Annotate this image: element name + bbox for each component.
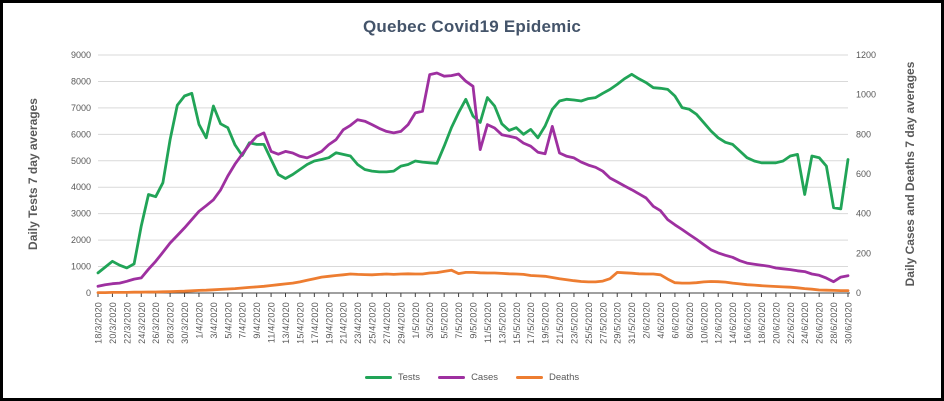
x-axis-label: 15/5/2020 <box>512 302 522 344</box>
x-axis-label: 8/6/2020 <box>685 302 695 339</box>
x-axis-label: 3/4/2020 <box>209 302 219 339</box>
y-axis-label-right: 600 <box>856 169 871 179</box>
y-axis-label-left: 9000 <box>71 50 91 60</box>
tests-line <box>96 72 850 275</box>
x-axis-label: 21/4/2020 <box>339 302 349 344</box>
y-axis-label-right: 800 <box>856 129 871 139</box>
legend-line-swatch <box>364 376 392 379</box>
x-axis-label: 14/6/2020 <box>728 302 738 344</box>
x-axis-label: 5/5/2020 <box>440 302 450 339</box>
x-axis-label: 30/3/2020 <box>180 302 190 344</box>
x-axis-label: 19/4/2020 <box>324 302 334 344</box>
x-axis-label: 5/4/2020 <box>223 302 233 339</box>
x-axis-label: 2/6/2020 <box>642 302 652 339</box>
x-axis-label: 30/6/2020 <box>844 302 854 344</box>
legend-line-swatch <box>516 376 543 379</box>
x-axis-label: 11/4/2020 <box>267 302 277 343</box>
x-axis-label: 23/4/2020 <box>353 302 363 344</box>
x-axis-label: 19/5/2020 <box>541 302 551 344</box>
x-axis-label: 17/5/2020 <box>526 302 536 344</box>
x-axis-label: 24/3/2020 <box>137 302 147 344</box>
y-axis-label-left: 6000 <box>71 129 91 139</box>
x-axis-label: 13/4/2020 <box>281 302 291 344</box>
x-axis-label: 20/3/2020 <box>108 302 118 344</box>
y-axis-label-left: 2000 <box>71 235 91 245</box>
legend-line-swatch <box>438 376 466 379</box>
chart-legend: Tests Cases Deaths <box>3 372 941 383</box>
covid-line-chart: 0 1000 2000 3000 4000 5000 6000 7000 8000 9000 0 20… <box>71 50 876 344</box>
x-axis-label: 31/5/2020 <box>627 302 637 344</box>
x-axis-label: 25/5/2020 <box>584 302 594 344</box>
y-axis-label-right: 400 <box>856 209 871 219</box>
deaths-line <box>96 268 850 295</box>
x-axis-label: 7/5/2020 <box>454 302 464 339</box>
legend-label: Tests <box>397 372 421 383</box>
x-axis-label: 18/6/2020 <box>757 302 767 344</box>
x-axis-label: 27/4/2020 <box>382 302 392 344</box>
x-axis-label: 26/6/2020 <box>815 302 825 344</box>
x-axis-label: 11/5/2020 <box>483 302 493 343</box>
y-axis-label-left: 8000 <box>71 76 91 86</box>
x-axis-label: 10/6/2020 <box>699 302 709 344</box>
y-axis-label-left: 3000 <box>71 209 91 219</box>
x-axis-label: 27/5/2020 <box>598 302 608 344</box>
legend-item-cases: Cases <box>438 372 498 383</box>
y-axis-label-right: 1000 <box>856 90 876 100</box>
x-axis-label: 9/5/2020 <box>469 302 479 339</box>
x-axis-label: 12/6/2020 <box>714 302 724 344</box>
x-axis-label: 24/6/2020 <box>800 302 810 344</box>
x-axis-label: 3/5/2020 <box>425 302 435 339</box>
legend-item-tests: Tests <box>364 372 421 383</box>
x-axis-label: 7/4/2020 <box>238 302 248 339</box>
x-axis-label: 29/4/2020 <box>396 302 406 344</box>
y-axis-label-right: 0 <box>856 288 861 298</box>
y-axis-label-left: 5000 <box>71 156 91 166</box>
x-axis-label: 21/5/2020 <box>555 302 565 344</box>
cases-line <box>96 71 850 288</box>
x-axis-label: 13/5/2020 <box>497 302 507 344</box>
x-axis-label: 15/4/2020 <box>295 302 305 344</box>
y-axis-label-left: 4000 <box>71 182 91 192</box>
x-axis-label: 29/5/2020 <box>613 302 623 344</box>
y-axis-label-right: 200 <box>856 248 871 258</box>
x-axis-label: 28/3/2020 <box>166 302 176 344</box>
legend-label: Cases <box>471 372 498 383</box>
chart-title: Quebec Covid19 Epidemic <box>362 17 582 36</box>
x-axis-label: 23/5/2020 <box>569 302 579 344</box>
legend-item-deaths: Deaths <box>516 372 579 383</box>
x-axis-label: 26/3/2020 <box>151 302 161 344</box>
x-axis-label: 1/5/2020 <box>411 302 421 339</box>
x-axis-label: 25/4/2020 <box>368 302 378 344</box>
x-axis-label: 6/6/2020 <box>670 302 680 339</box>
y-axis-label-left: 0 <box>86 288 91 298</box>
y-axis-label-left: 1000 <box>71 262 91 272</box>
x-axis-label: 28/6/2020 <box>829 302 839 344</box>
x-axis-label: 22/6/2020 <box>786 302 796 344</box>
y-axis-label-left: 7000 <box>71 103 91 113</box>
y-axis-label-right: 1200 <box>856 50 876 60</box>
x-axis-label: 16/6/2020 <box>743 302 753 344</box>
x-axis-label: 4/6/2020 <box>656 302 666 339</box>
x-axis-label: 17/4/2020 <box>310 302 320 344</box>
legend-label: Deaths <box>549 372 580 383</box>
x-axis-label: 20/6/2020 <box>771 302 781 344</box>
x-axis-label: 1/4/2020 <box>194 302 204 339</box>
x-axis-label: 9/4/2020 <box>252 302 262 339</box>
x-axis-label: 18/3/2020 <box>94 302 104 344</box>
x-axis-label: 22/3/2020 <box>122 302 132 344</box>
